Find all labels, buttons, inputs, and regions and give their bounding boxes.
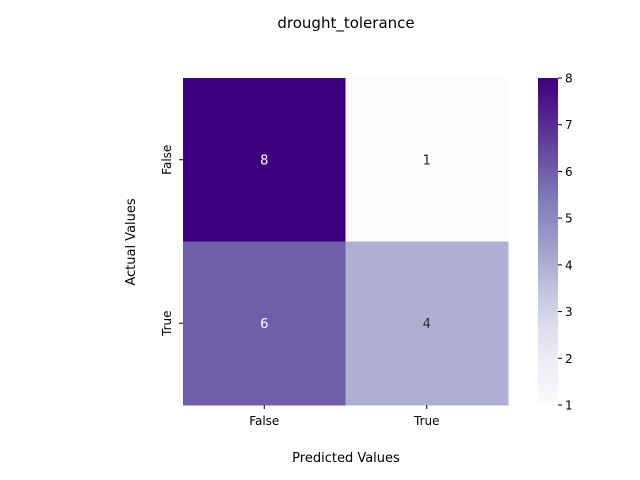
colorbar-tick-label: 1 bbox=[565, 399, 573, 413]
colorbar-tick-label: 8 bbox=[565, 72, 573, 86]
x-tick-label: False bbox=[249, 414, 279, 428]
colorbar-tick-label: 6 bbox=[565, 165, 573, 179]
colorbar-tick-label: 3 bbox=[565, 305, 573, 319]
heatmap-cell-r1-c1 bbox=[345, 241, 509, 406]
x-tick-label: True bbox=[413, 414, 440, 428]
y-tick-label: False bbox=[160, 145, 174, 175]
heatmap-cell-labels: 8 1 6 4 bbox=[260, 153, 431, 332]
colorbar-ticks: 1 2 3 4 5 6 7 8 bbox=[558, 72, 573, 413]
heatmap-cell-r0-c1 bbox=[345, 78, 509, 242]
colorbar-tick-label: 2 bbox=[565, 352, 573, 366]
cell-value-r0-c0: 8 bbox=[260, 153, 268, 168]
cell-value-r1-c1: 4 bbox=[423, 317, 431, 332]
heatmap-cells bbox=[183, 78, 509, 406]
heatmap-cell-r1-c0 bbox=[183, 241, 346, 406]
colorbar-tick-label: 7 bbox=[565, 118, 573, 132]
chart-title: drought_tolerance bbox=[277, 14, 414, 33]
cell-value-r1-c0: 6 bbox=[260, 317, 268, 332]
y-axis-label: Actual Values bbox=[124, 198, 139, 286]
colorbar-tick-label: 5 bbox=[565, 212, 573, 226]
y-tick-label: True bbox=[160, 311, 174, 338]
cell-value-r0-c1: 1 bbox=[423, 153, 431, 168]
x-axis-ticks: False True bbox=[249, 405, 440, 428]
colorbar-tick-label: 4 bbox=[565, 258, 573, 272]
heatmap-cell-r0-c0 bbox=[183, 78, 346, 242]
x-axis-label: Predicted Values bbox=[292, 451, 400, 466]
colorbar bbox=[538, 78, 558, 405]
y-axis-ticks: False True bbox=[160, 145, 183, 337]
